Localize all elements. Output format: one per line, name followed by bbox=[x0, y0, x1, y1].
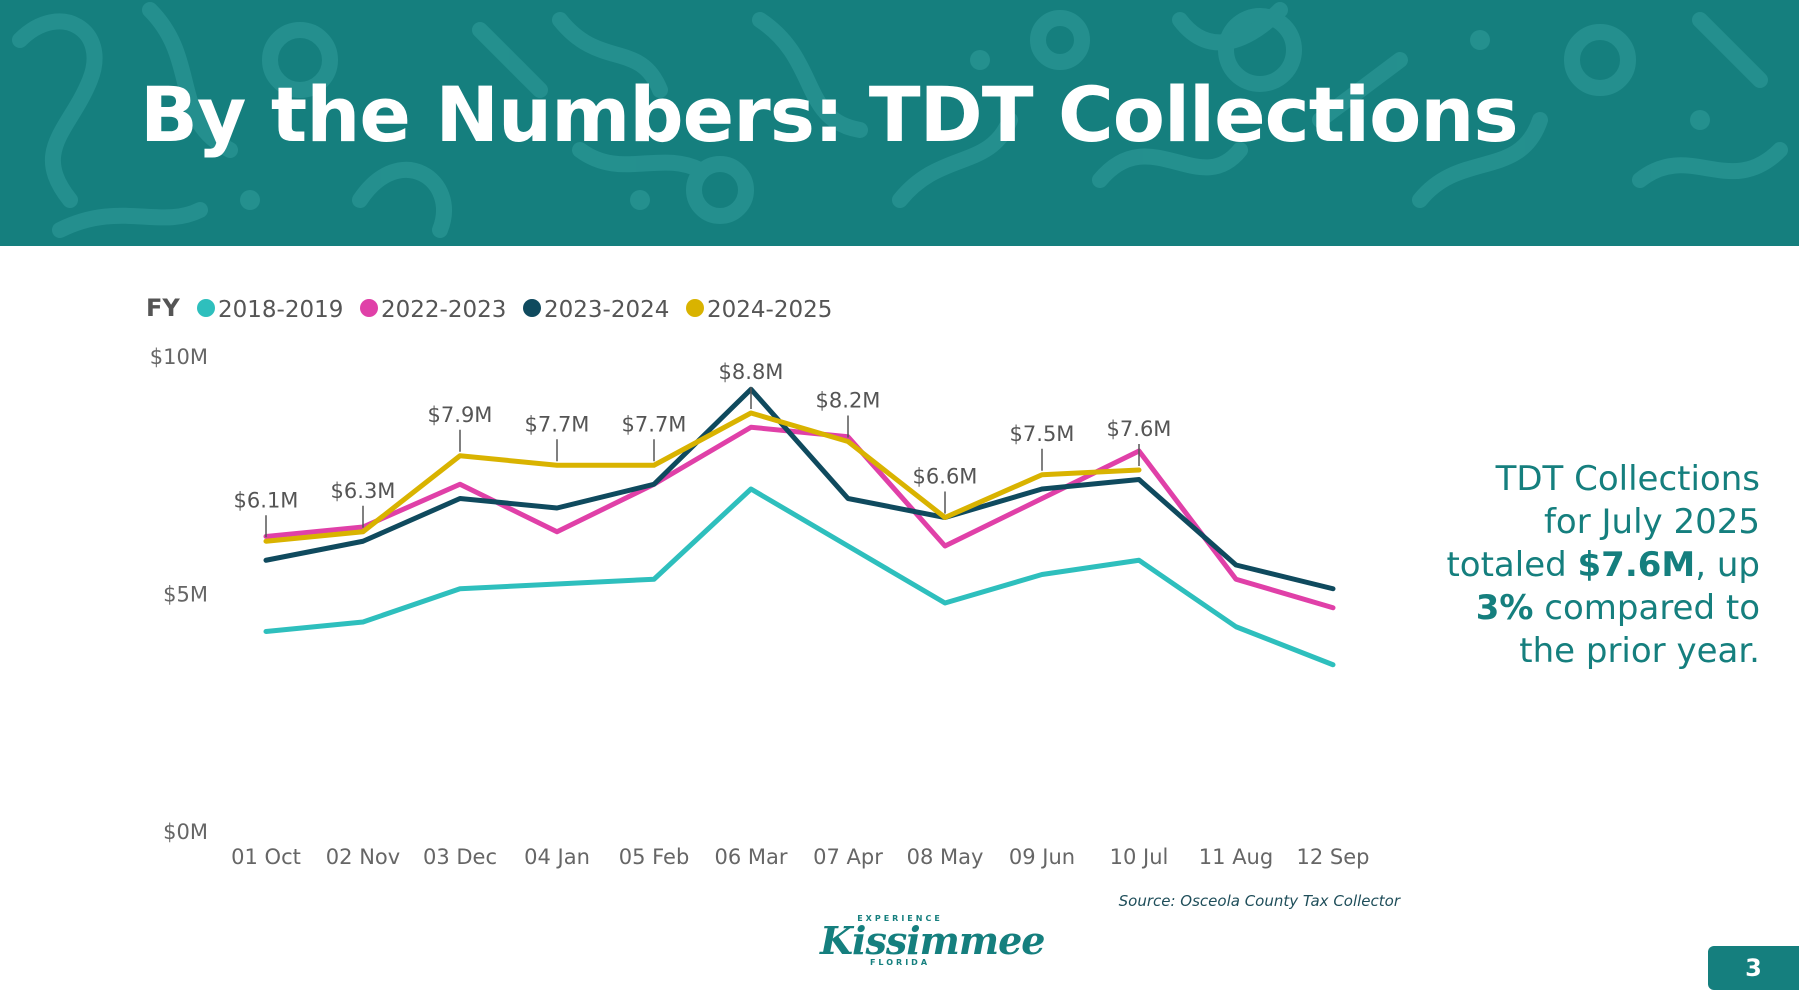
x-tick-label: 08 May bbox=[907, 845, 984, 869]
slide-title: By the Numbers: TDT Collections bbox=[140, 70, 1519, 159]
slide-header: By the Numbers: TDT Collections bbox=[0, 0, 1799, 246]
series-line-2024-2025 bbox=[263, 410, 1142, 544]
tdt-line-chart: FY 2018-2019 2022-2023 2023-2024 2024-2025 $… bbox=[146, 294, 1369, 869]
data-label: $8.8M bbox=[719, 360, 784, 384]
page-number: 3 bbox=[1708, 946, 1799, 990]
summary-line-3: totaled $7.6M, up bbox=[1400, 544, 1760, 587]
summary-line-3-post: , up bbox=[1695, 545, 1760, 585]
legend-label-2018-2019: 2018-2019 bbox=[218, 297, 343, 323]
data-label: $6.3M bbox=[331, 479, 396, 503]
legend-marker-2023-2024 bbox=[523, 299, 541, 317]
chart-legend: FY 2018-2019 2022-2023 2023-2024 2024-2025 bbox=[146, 294, 832, 323]
x-tick-label: 06 Mar bbox=[714, 845, 787, 869]
legend-label-2024-2025: 2024-2025 bbox=[707, 297, 832, 323]
summary-line-3-pre: totaled bbox=[1446, 545, 1578, 585]
x-tick-label: 11 Aug bbox=[1199, 845, 1273, 869]
legend-label-2023-2024: 2023-2024 bbox=[544, 297, 669, 323]
x-tick-label: 10 Jul bbox=[1110, 845, 1169, 869]
summary-amount: $7.6M bbox=[1577, 545, 1696, 585]
series-line-2022-2023 bbox=[263, 424, 1336, 611]
summary-line-4: 3% compared to bbox=[1400, 587, 1760, 630]
summary-line-4-post: compared to bbox=[1533, 588, 1760, 628]
source-note: Source: Osceola County Tax Collector bbox=[1118, 892, 1400, 910]
x-axis: 01 Oct 02 Nov 03 Dec 04 Jan 05 Feb 06 Mar 07 A… bbox=[231, 845, 1369, 869]
y-axis: $10M $5M $0M bbox=[150, 345, 208, 844]
data-label: $7.9M bbox=[428, 403, 493, 427]
y-tick-label: $0M bbox=[163, 820, 208, 844]
x-tick-label: 07 Apr bbox=[813, 845, 883, 869]
y-tick-label: $5M bbox=[163, 583, 208, 607]
series-lines bbox=[263, 386, 1336, 668]
series-line-2018-2019 bbox=[263, 486, 1336, 668]
summary-percent: 3% bbox=[1475, 588, 1534, 628]
summary-line-1: TDT Collections bbox=[1495, 459, 1760, 499]
x-tick-label: 01 Oct bbox=[231, 845, 301, 869]
series-line-2023-2024 bbox=[263, 386, 1336, 592]
data-label: $7.7M bbox=[525, 412, 590, 436]
y-tick-label: $10M bbox=[150, 345, 208, 369]
x-tick-label: 05 Feb bbox=[619, 845, 690, 869]
logo-wordmark: Kissimmee bbox=[820, 918, 1045, 963]
logo-tagline-top: EXPERIENCE bbox=[857, 914, 943, 923]
x-tick-label: 03 Dec bbox=[423, 845, 497, 869]
x-tick-label: 12 Sep bbox=[1297, 845, 1370, 869]
legend-marker-2022-2023 bbox=[360, 299, 378, 317]
summary-line-2: for July 2025 bbox=[1543, 502, 1760, 542]
summary-line-5: the prior year. bbox=[1519, 631, 1760, 671]
data-label: $7.5M bbox=[1010, 422, 1075, 446]
data-label: $6.1M bbox=[234, 488, 299, 512]
x-tick-label: 09 Jun bbox=[1009, 845, 1075, 869]
legend-marker-2018-2019 bbox=[197, 299, 215, 317]
legend-marker-2024-2025 bbox=[686, 299, 704, 317]
data-label: $6.6M bbox=[913, 465, 978, 489]
summary-text: TDT Collections for July 2025 totaled $7… bbox=[1400, 458, 1760, 673]
kissimmee-logo: EXPERIENCE Kissimmee FLORIDA bbox=[820, 914, 1045, 974]
data-labels: $6.1M $6.3M $7.9M $7.7M $7.7M $8.8M $8.2M $6.6M… bbox=[234, 360, 1172, 538]
data-label: $7.6M bbox=[1107, 417, 1172, 441]
data-label: $8.2M bbox=[816, 389, 881, 413]
x-tick-label: 02 Nov bbox=[326, 845, 400, 869]
logo-tagline-bottom: FLORIDA bbox=[869, 958, 931, 967]
header-pattern bbox=[12, 2, 1788, 238]
data-label: $7.7M bbox=[622, 412, 687, 436]
legend-title: FY bbox=[146, 294, 180, 322]
x-tick-label: 04 Jan bbox=[524, 845, 590, 869]
legend-label-2022-2023: 2022-2023 bbox=[381, 297, 506, 323]
